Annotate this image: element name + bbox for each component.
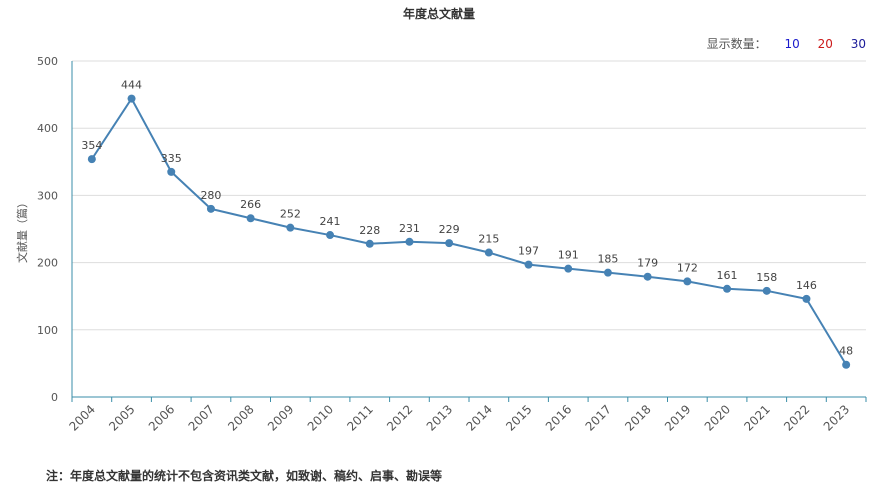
data-label: 179 <box>637 257 658 270</box>
x-tick-label: 2022 <box>781 402 812 433</box>
data-point <box>842 360 851 369</box>
data-point <box>643 272 652 281</box>
x-tick-label: 2020 <box>702 402 733 433</box>
x-tick-label: 2012 <box>384 402 415 433</box>
data-point <box>723 284 732 293</box>
data-point <box>246 214 255 223</box>
y-tick-label: 300 <box>37 189 58 202</box>
data-point <box>365 239 374 248</box>
y-tick-label: 200 <box>37 257 58 270</box>
x-tick-label: 2018 <box>622 402 653 433</box>
data-point <box>206 204 215 213</box>
data-point <box>127 94 136 103</box>
data-point <box>484 248 493 257</box>
count-option-20[interactable]: 20 <box>817 37 833 51</box>
x-tick-label: 2008 <box>225 402 256 433</box>
data-label: 215 <box>478 233 499 246</box>
data-point <box>762 286 771 295</box>
data-point <box>445 239 454 248</box>
data-point <box>683 277 692 286</box>
gridlines <box>72 60 866 331</box>
data-labels: 354 444 335 280 266 252 241 228 231 229 215 197 191 1… <box>81 79 853 358</box>
x-tick-label: 2015 <box>503 402 534 433</box>
data-point <box>167 167 176 176</box>
data-point <box>405 237 414 246</box>
y-axis-label: 文献量（篇） <box>15 197 29 263</box>
x-tick-label: 2016 <box>543 402 574 433</box>
series-line <box>91 97 848 366</box>
data-point <box>603 268 612 277</box>
x-tick-label: 2014 <box>463 402 494 433</box>
data-label: 146 <box>796 279 817 292</box>
data-label: 280 <box>200 189 221 202</box>
data-label: 354 <box>81 139 102 152</box>
data-label: 158 <box>756 271 777 284</box>
x-tick-label: 2011 <box>344 402 375 433</box>
data-label: 48 <box>839 345 853 358</box>
x-tick-label: 2006 <box>146 402 177 433</box>
data-label: 229 <box>439 223 460 236</box>
footnote: 注：年度总文献量的统计不包含资讯类文献，如致谢、稿约、启事、勘误等 <box>46 469 443 483</box>
x-tick-label: 2007 <box>186 402 217 433</box>
display-count-control: 显示数量： 10 20 30 <box>707 35 866 52</box>
x-tick-label: 2004 <box>66 402 97 433</box>
data-point <box>802 294 811 303</box>
data-label: 197 <box>518 245 539 258</box>
data-label: 161 <box>717 269 738 282</box>
count-option-10[interactable]: 10 <box>784 37 800 51</box>
data-label: 172 <box>677 261 698 274</box>
data-label: 185 <box>597 253 618 266</box>
data-label: 228 <box>359 224 380 237</box>
data-label: 252 <box>280 208 301 221</box>
chart-title: 年度总文献量 <box>402 7 475 21</box>
data-point <box>326 231 335 240</box>
x-tick-label: 2009 <box>265 402 296 433</box>
x-tick-label: 2023 <box>821 402 852 433</box>
data-label: 335 <box>161 152 182 165</box>
data-label: 191 <box>558 249 579 262</box>
x-tick-label: 2019 <box>662 402 693 433</box>
y-tick-label: 100 <box>37 324 58 337</box>
data-point <box>87 155 96 164</box>
data-point <box>564 264 573 273</box>
data-label: 231 <box>399 222 420 235</box>
display-count-label: 显示数量： <box>706 37 767 51</box>
data-label: 241 <box>320 215 341 228</box>
data-series <box>87 94 851 369</box>
count-option-30[interactable]: 30 <box>850 37 866 51</box>
x-tick-label: 2021 <box>741 402 772 433</box>
x-tick-label: 2017 <box>583 402 614 433</box>
data-label: 444 <box>121 79 142 92</box>
y-tick-label: 400 <box>37 122 58 135</box>
x-tick-label: 2010 <box>305 402 336 433</box>
data-point <box>524 260 533 269</box>
data-point <box>286 223 295 232</box>
y-tick-label: 500 <box>37 55 58 68</box>
x-tick-label: 2005 <box>106 402 137 433</box>
data-label: 266 <box>240 198 261 211</box>
y-tick-label: 0 <box>51 391 58 404</box>
x-tick-label: 2013 <box>424 402 455 433</box>
